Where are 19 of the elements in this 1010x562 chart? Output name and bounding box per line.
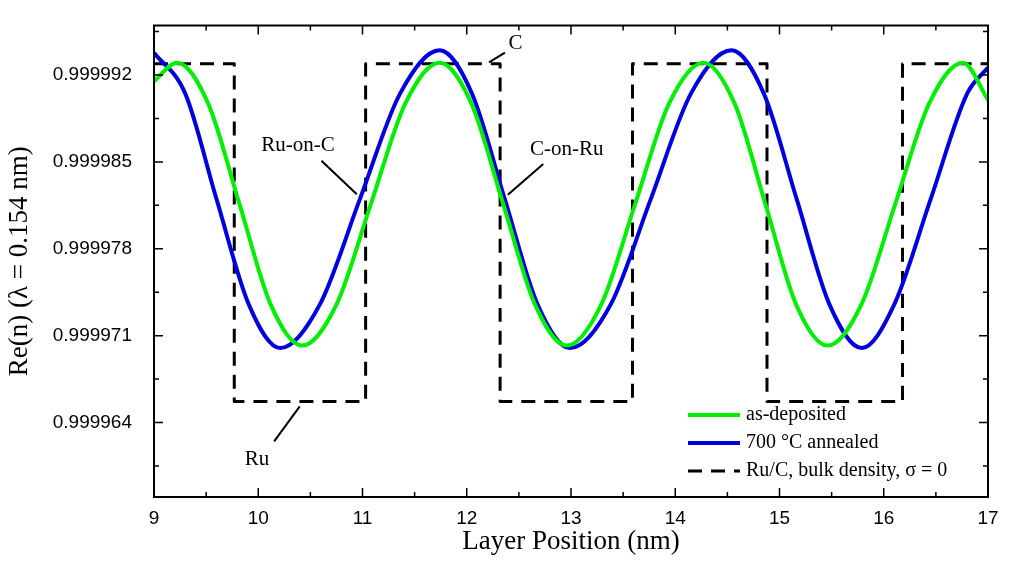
y-tick-label: 0.999985 [52, 150, 132, 172]
annotation: Ru [244, 445, 270, 470]
x-tick-label: 15 [768, 506, 791, 528]
x-tick-label: 17 [977, 506, 999, 528]
legend-label: 700 °C annealed [746, 430, 879, 453]
x-tick-label: 16 [873, 506, 895, 528]
y-tick-label: 0.999964 [52, 410, 133, 432]
annotation: C-on-Ru [530, 135, 605, 160]
legend-label: Ru/C, bulk density, σ = 0 [746, 458, 948, 482]
annotation: C [508, 30, 523, 55]
y-tick-label: 0.999971 [52, 323, 132, 345]
annotation: Ru-on-C [261, 131, 335, 156]
x-tick-label: 10 [247, 506, 269, 528]
y-axis-title: Re(n) (λ = 0.154 nm) [3, 146, 34, 377]
y-tick-label: 0.999978 [52, 237, 132, 259]
legend-label: as-deposited [746, 402, 846, 426]
x-tick-label: 11 [352, 506, 373, 528]
y-tick-label: 0.999992 [52, 63, 132, 85]
x-tick-label: 9 [148, 506, 160, 528]
